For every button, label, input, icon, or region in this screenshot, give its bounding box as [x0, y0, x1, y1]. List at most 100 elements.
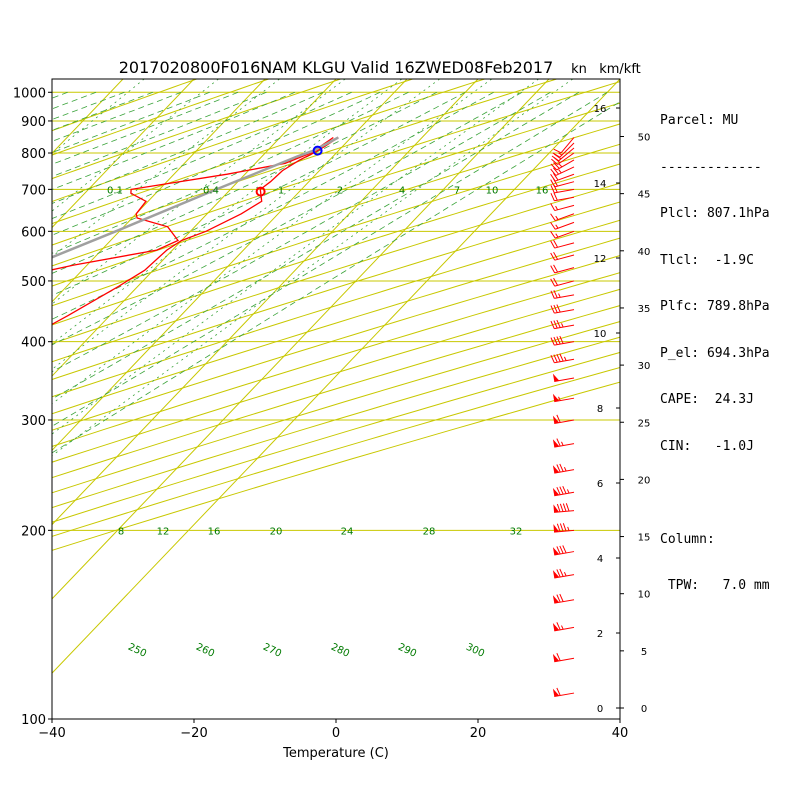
- barb-staff: [554, 267, 575, 274]
- barb-flag: [553, 178, 559, 187]
- kft-tick-label: 20: [638, 475, 651, 486]
- mixing-ratio-label: 10: [486, 185, 499, 196]
- barb-staff: [555, 221, 575, 230]
- x-axis-label: Temperature (C): [282, 746, 389, 761]
- wind-barb: [552, 463, 575, 474]
- barb-flag: [550, 290, 555, 299]
- pressure-tick-label: 700: [21, 183, 46, 198]
- barb-half-flag: [561, 625, 564, 630]
- dry-adiabat: [52, 79, 197, 132]
- pressure-tick-label: 500: [21, 275, 46, 290]
- dry-adiabat: [52, 381, 620, 551]
- barb-half-flag: [555, 205, 559, 211]
- barb-flag: [556, 503, 561, 513]
- moist-adiabat: [52, 91, 523, 346]
- mixing-ratio-label: 24: [341, 526, 354, 537]
- barb-half-flag: [558, 293, 561, 298]
- dewpoint-trace: [52, 136, 334, 271]
- wind-barb: [550, 290, 575, 299]
- dry-adiabat: [52, 163, 620, 345]
- barb-flag: [559, 545, 564, 554]
- dry-adiabat-label: 250: [126, 642, 148, 660]
- moist-adiabat: [52, 91, 182, 142]
- barb-flag: [550, 265, 556, 274]
- barb-flag: [556, 438, 561, 447]
- barb-staff: [554, 188, 575, 194]
- barb-flag: [559, 568, 564, 577]
- chart-title: 2017020800F016NAM KLGU Valid 16ZWED08Feb…: [119, 58, 554, 77]
- kft-tick-label: 0: [641, 704, 647, 715]
- dry-adiabat: [52, 143, 620, 326]
- dry-adiabat: [52, 336, 620, 509]
- barb-pennant: [552, 393, 560, 402]
- isotherm-line: [52, 79, 408, 452]
- dry-adiabat: [52, 102, 620, 287]
- wind-barb: [550, 251, 575, 261]
- km-tick-label: 16: [594, 104, 607, 115]
- moist-adiabat: [52, 101, 620, 454]
- mixing-ratio-line: [52, 79, 493, 405]
- barb-staff: [560, 137, 575, 154]
- moist-adiabat: [52, 91, 381, 236]
- parcel-info-panel: Parcel: MU ------------- Plcl: 807.1hPa …: [660, 82, 770, 609]
- barb-pennant: [552, 415, 560, 424]
- dry-adiabat: [52, 201, 620, 381]
- mixing-ratio-label: 16: [536, 185, 549, 196]
- barb-staff: [554, 574, 575, 579]
- wind-barb: [550, 166, 575, 176]
- barb-flag: [559, 353, 564, 362]
- barb-staff: [555, 173, 575, 182]
- moist-adiabat: [52, 91, 125, 120]
- barb-flag: [553, 239, 559, 248]
- mixing-ratio-line: [0, 79, 44, 517]
- barb-half-flag: [561, 441, 564, 446]
- wind-barb: [552, 568, 575, 579]
- info-line: Tlcl: -1.9C: [660, 252, 754, 268]
- barb-flag: [562, 523, 567, 532]
- dry-adiabat: [52, 79, 341, 180]
- barb-half-flag: [563, 356, 567, 361]
- mixing-ratio-line: [52, 79, 346, 305]
- barb-pennant: [552, 373, 560, 382]
- barb-flag: [556, 569, 561, 578]
- barb-flag: [559, 503, 564, 512]
- barb-flag: [554, 153, 562, 160]
- barb-flag: [553, 162, 560, 169]
- barb-pennant: [552, 570, 560, 579]
- mixing-ratio-label: 4: [399, 185, 405, 196]
- barb-staff: [554, 242, 575, 249]
- mixing-ratio-label: 0.4: [203, 185, 219, 196]
- barb-staff: [554, 254, 575, 261]
- barb-staff: [554, 181, 575, 188]
- wind-barb: [550, 335, 575, 346]
- wind-barbs: [550, 137, 575, 698]
- barb-staff: [555, 213, 575, 222]
- wind-barb: [552, 393, 575, 403]
- barb-half-flag: [555, 215, 559, 220]
- barb-flag: [550, 213, 556, 221]
- barb-flag: [550, 305, 555, 314]
- barb-flag: [556, 523, 561, 532]
- km-tick-label: 10: [594, 329, 607, 340]
- barb-flag: [553, 167, 559, 175]
- wind-barb: [552, 545, 575, 556]
- barb-staff: [554, 443, 575, 448]
- barb-flag: [553, 336, 558, 345]
- sounding-traces: [52, 136, 339, 326]
- mixing-ratio-label: 32: [510, 526, 523, 537]
- barb-staff: [554, 491, 575, 497]
- column-line: Column:: [660, 531, 715, 547]
- dry-adiabat: [52, 79, 557, 246]
- kft-tick-label: 15: [638, 533, 651, 544]
- wind-barb: [553, 503, 575, 513]
- barb-flag: [553, 320, 558, 329]
- barb-staff: [554, 358, 575, 364]
- barb-staff: [556, 159, 575, 171]
- wind-barb: [553, 137, 575, 154]
- dry-adiabat-label: 280: [329, 642, 351, 660]
- barb-staff: [554, 196, 575, 202]
- barb-flag: [550, 240, 556, 249]
- barb-flag: [556, 353, 561, 362]
- kft-tick-label: 5: [641, 647, 647, 658]
